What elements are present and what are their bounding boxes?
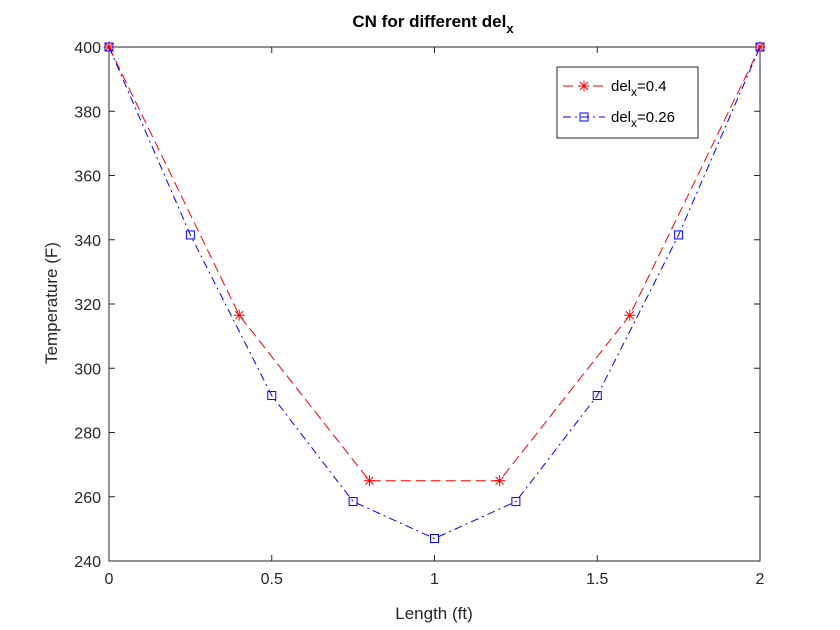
series-line <box>108 46 761 482</box>
y-tick-label: 380 <box>74 104 101 121</box>
x-axis-label: Length (ft) <box>395 604 473 623</box>
legend-label: delx=0.4 <box>611 78 667 99</box>
data-point <box>363 475 375 487</box>
marker-stroke <box>625 310 635 320</box>
legend-label-suffix: =0.26 <box>637 109 675 126</box>
y-tick-label: 260 <box>74 490 101 507</box>
x-tick-label: 1 <box>430 571 439 588</box>
legend-label-prefix: del <box>611 109 631 126</box>
y-tick-label: 340 <box>74 233 101 250</box>
data-point <box>755 42 765 52</box>
y-tick-label: 320 <box>74 297 101 314</box>
legend-marker <box>578 80 590 92</box>
legend-label-suffix: =0.4 <box>637 78 667 95</box>
data-point <box>592 391 602 401</box>
chart-title-main: CN for different del <box>352 12 506 31</box>
legend-label: delx=0.26 <box>611 109 675 130</box>
legend-marker <box>579 112 589 122</box>
marker-stroke <box>755 42 765 52</box>
data-point <box>267 391 277 401</box>
series-1 <box>104 42 765 544</box>
chart-title: CN for different delx <box>352 12 514 36</box>
marker-stroke <box>579 81 589 91</box>
data-point <box>511 497 521 507</box>
chart-text: CN for different delx Length (ft) Temper… <box>42 12 514 623</box>
chart-title-subscript: x <box>506 21 514 36</box>
legend-box <box>556 66 699 139</box>
marker-stroke <box>365 476 374 486</box>
legend-label-subscript: x <box>631 116 637 130</box>
plot-area <box>103 41 766 544</box>
x-tick-label: 0 <box>105 571 114 588</box>
data-point <box>233 309 245 321</box>
legend-entry: delx=0.26 <box>563 109 675 130</box>
legend-label-subscript: x <box>631 85 637 99</box>
data-point <box>104 42 114 52</box>
marker-stroke <box>495 476 504 486</box>
legend-entry: delx=0.4 <box>563 78 667 99</box>
y-tick-label: 240 <box>74 554 101 571</box>
x-tick-label: 1.5 <box>586 571 608 588</box>
y-tick-label: 400 <box>74 40 101 57</box>
series-line <box>108 46 761 540</box>
marker-stroke <box>234 310 244 320</box>
data-point <box>348 497 358 507</box>
y-tick-label: 360 <box>74 169 101 186</box>
x-tick-label: 2 <box>756 571 765 588</box>
data-point <box>185 230 195 240</box>
y-tick-label: 300 <box>74 361 101 378</box>
legend-label-prefix: del <box>611 78 631 95</box>
data-point <box>494 475 506 487</box>
data-point <box>624 309 636 321</box>
x-tick-label: 0.5 <box>261 571 283 588</box>
y-tick-label: 280 <box>74 426 101 443</box>
y-axis-label: Temperature (F) <box>42 242 61 364</box>
data-point <box>430 534 439 544</box>
data-point <box>674 230 684 240</box>
